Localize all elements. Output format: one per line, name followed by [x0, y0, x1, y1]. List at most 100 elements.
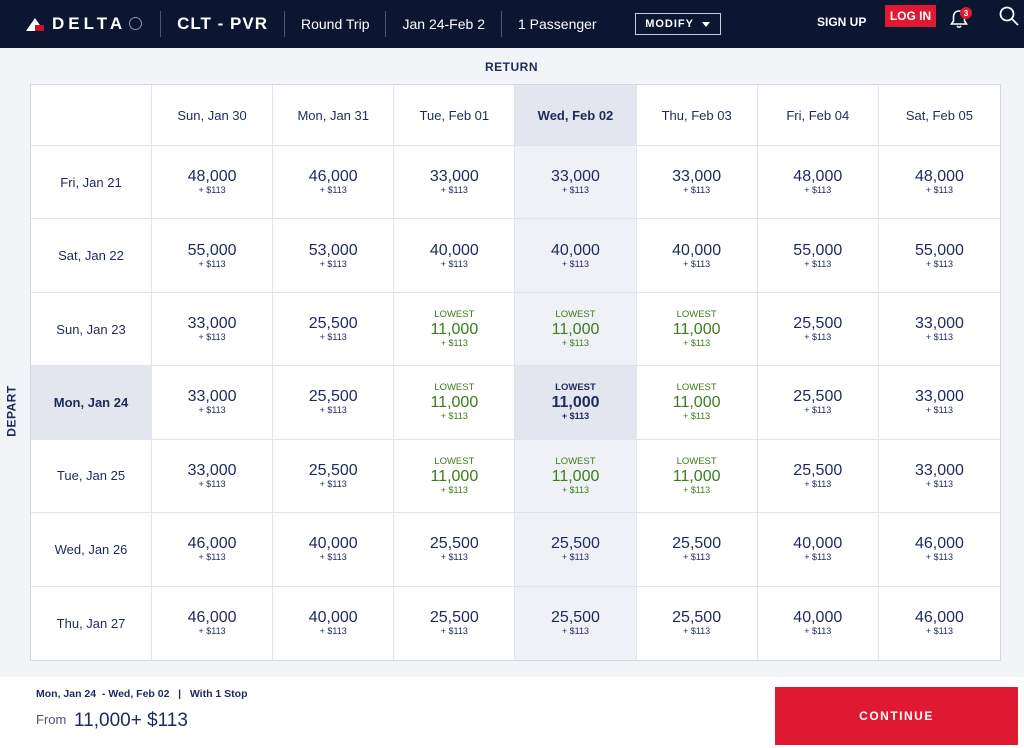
fare-cell[interactable]: 25,500 + $113	[636, 513, 758, 587]
return-date-header[interactable]: Mon, Jan 31	[273, 85, 395, 146]
return-date-header[interactable]: Fri, Feb 04	[757, 85, 879, 146]
fare-cell[interactable]: 33,000 + $113	[878, 293, 1000, 367]
fare-cell[interactable]: 40,000 + $113	[758, 586, 879, 660]
fare-cell[interactable]: 25,500 + $113	[637, 586, 758, 660]
fare-miles: 33,000	[187, 315, 237, 333]
fare-cell[interactable]: 40,000 + $113	[636, 219, 758, 293]
fare-taxes: + $113	[683, 258, 711, 269]
fare-cell[interactable]: 48,000 + $113	[152, 146, 274, 220]
fare-cell[interactable]: 40,000 + $113	[273, 513, 395, 587]
fare-miles: 33,000	[429, 168, 479, 186]
log-in-button[interactable]: LOG IN	[885, 5, 936, 27]
divider	[385, 11, 387, 37]
fare-cell[interactable]: 33,000 + $113	[515, 146, 637, 220]
fare-cell[interactable]: 40,000 + $113	[515, 219, 637, 293]
fare-cell[interactable]: 25,500 + $113	[757, 439, 879, 514]
fare-taxes: + $113	[319, 626, 347, 637]
fare-miles: 25,500	[429, 535, 479, 553]
depart-date-header[interactable]: Wed, Jan 26	[31, 513, 152, 587]
from-label: From	[36, 712, 67, 727]
fare-miles: 33,000	[914, 315, 964, 333]
lowest-tag: LOWEST	[555, 382, 596, 394]
depart-date-header[interactable]: Sat, Jan 22	[31, 219, 152, 293]
fare-miles: 11,000	[430, 321, 479, 339]
depart-date-header[interactable]: Tue, Jan 25	[31, 439, 152, 514]
fare-cell[interactable]: 55,000 + $113	[878, 219, 1000, 293]
fare-cell[interactable]: 46,000 + $113	[879, 587, 1000, 660]
fare-cell[interactable]: 40,000 + $113	[273, 586, 395, 660]
fare-miles: 46,000	[914, 609, 964, 627]
fare-cell[interactable]: 25,500 + $113	[394, 513, 516, 587]
fare-cell[interactable]: 25,500 + $113	[757, 366, 879, 440]
fare-miles: 55,000	[793, 241, 843, 259]
depart-date-header[interactable]: Sun, Jan 23	[31, 292, 152, 367]
fare-cell[interactable]: 25,500 + $113	[273, 292, 395, 367]
fare-miles: 40,000	[793, 609, 843, 627]
fare-miles: 40,000	[793, 535, 843, 553]
fare-miles: 25,500	[793, 461, 843, 479]
fare-taxes: + $113	[561, 484, 590, 495]
fare-cell[interactable]: 33,000 + $113	[878, 366, 1000, 440]
return-date-header[interactable]: Sun, Jan 30	[152, 85, 274, 146]
fare-cell[interactable]: 25,500 + $113	[273, 439, 395, 514]
fare-cell[interactable]: 55,000 + $113	[152, 219, 274, 293]
fare-cell[interactable]: LOWEST 11,000 + $113	[394, 439, 516, 514]
continue-button[interactable]: CONTINUE	[775, 687, 1018, 745]
fare-cell[interactable]: 40,000 + $113	[757, 513, 879, 587]
fare-cell[interactable]: 25,500 + $113	[757, 292, 879, 367]
fare-cell[interactable]: 48,000 + $113	[878, 146, 1000, 220]
fare-cell[interactable]: 25,500 + $113	[273, 366, 395, 440]
return-date-header[interactable]: Sat, Feb 05	[878, 85, 1000, 146]
fare-cell[interactable]: 53,000 + $113	[273, 219, 395, 293]
fare-cell[interactable]: LOWEST 11,000 + $113	[515, 292, 637, 367]
fare-cell[interactable]: 46,000 + $113	[152, 513, 274, 587]
return-date-header[interactable]: Wed, Feb 02	[515, 85, 637, 146]
fare-cell[interactable]: LOWEST 11,000 + $113	[515, 439, 637, 514]
fare-taxes: + $113	[440, 258, 468, 269]
return-date-header[interactable]: Tue, Feb 01	[394, 85, 516, 146]
fare-cell[interactable]: LOWEST 11,000 + $113	[394, 292, 516, 367]
fare-cell[interactable]: 33,000 + $113	[152, 439, 274, 514]
fare-miles: 11,000	[430, 467, 479, 485]
fare-cell[interactable]: 25,500 + $113	[515, 513, 637, 587]
depart-date-label: Mon, Jan 24	[53, 394, 129, 410]
fare-taxes: + $113	[925, 405, 953, 416]
fare-cell[interactable]: 55,000 + $113	[757, 219, 879, 293]
fare-taxes: + $113	[804, 185, 832, 196]
fare-cell[interactable]: 46,000 + $113	[878, 513, 1000, 587]
fare-cell[interactable]: LOWEST 11,000 + $113	[636, 292, 758, 367]
fare-cell[interactable]: 33,000 + $113	[152, 292, 274, 367]
fare-cell[interactable]: 25,500 + $113	[515, 586, 637, 660]
delta-logo[interactable]: DELTA	[26, 0, 143, 48]
fare-cell[interactable]: 48,000 + $113	[757, 146, 879, 220]
depart-date-header[interactable]: Fri, Jan 21	[31, 146, 152, 220]
return-date-label: Tue, Feb 01	[419, 107, 490, 123]
modify-button[interactable]: MODIFY	[634, 13, 721, 35]
fare-cell[interactable]: 33,000 + $113	[636, 146, 758, 220]
fare-taxes: + $113	[925, 478, 953, 489]
depart-date-header[interactable]: Thu, Jan 27	[31, 586, 152, 660]
fare-cell[interactable]: 40,000 + $113	[394, 219, 516, 293]
fare-taxes: + $113	[925, 552, 953, 563]
fare-cell[interactable]: LOWEST 11,000 + $113	[636, 439, 758, 514]
divider	[284, 11, 285, 37]
return-date-header[interactable]: Thu, Feb 03	[636, 85, 758, 146]
fare-taxes: + $113	[804, 552, 832, 563]
fare-cell[interactable]: 33,000 + $113	[878, 440, 1000, 514]
fare-cell[interactable]: LOWEST 11,000 + $113	[394, 366, 516, 440]
fare-cell[interactable]: LOWEST 11,000 + $113	[636, 366, 758, 440]
fare-taxes: + $113	[804, 258, 832, 269]
fare-cell[interactable]: 25,500 + $113	[394, 586, 516, 660]
depart-date-header[interactable]: Mon, Jan 24	[31, 366, 152, 440]
fare-taxes: + $113	[683, 411, 711, 422]
fare-cell[interactable]: 33,000 + $113	[394, 146, 516, 220]
search-icon[interactable]	[998, 5, 1020, 27]
fare-miles: 11,000	[551, 467, 600, 485]
fare-taxes: + $113	[925, 258, 953, 269]
fare-cell[interactable]: 46,000 + $113	[273, 146, 395, 220]
fare-cell[interactable]: 33,000 + $113	[152, 366, 274, 440]
fare-cell[interactable]: LOWEST 11,000 + $113	[515, 366, 637, 440]
fare-taxes: + $113	[561, 411, 590, 422]
sign-up-link[interactable]: SIGN UP	[817, 15, 867, 29]
fare-cell[interactable]: 46,000 + $113	[152, 586, 274, 660]
